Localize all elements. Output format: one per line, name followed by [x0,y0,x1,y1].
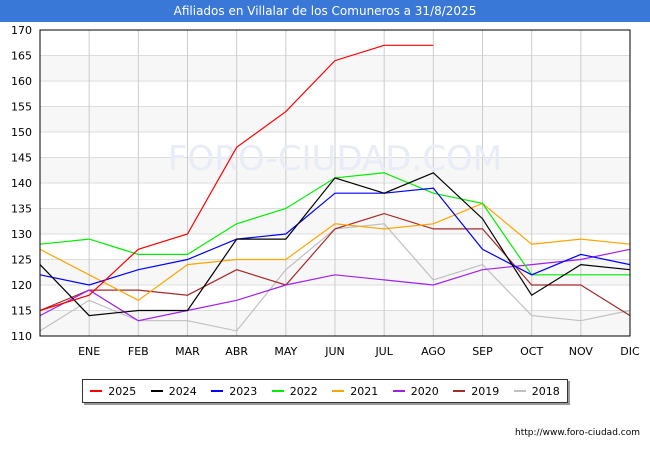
x-tick-label: MAR [175,345,200,358]
watermark: FORO-CIUDAD.COM [168,139,502,179]
legend-item-2025: 2025 [90,385,136,398]
legend-swatch [211,390,224,392]
legend-swatch [453,390,466,392]
x-tick-label: ABR [225,345,248,358]
series-line-2023 [39,187,631,286]
y-tick-label: 160 [11,75,32,88]
x-tick-label: SEP [472,345,493,358]
legend-swatch [90,390,103,392]
y-tick-label: 155 [11,101,32,114]
x-tick-label: MAY [274,345,297,358]
legend-label: 2022 [289,384,318,398]
legend-label: 2024 [168,384,197,398]
y-tick-label: 165 [11,50,32,63]
legend-label: 2019 [471,384,500,398]
legend: 2025 2024 2023 2022 2021 2020 2019 2018 [82,379,568,403]
y-tick-label: 140 [11,177,32,190]
y-tick-label: 125 [11,254,32,267]
y-tick-label: 170 [11,24,32,37]
y-tick-label: 120 [11,279,32,292]
x-tick-label: DIC [620,345,640,358]
series-line-2020 [39,248,631,322]
series-line-2019 [39,212,631,317]
series-line-2024 [39,172,631,317]
legend-label: 2018 [531,384,560,398]
y-tick-label: 110 [11,330,32,343]
series-line-2021 [39,202,631,302]
x-tick-label: JUL [374,345,393,358]
plot-border [39,29,631,337]
x-tick-label: NOV [569,345,594,358]
legend-item-2019: 2019 [453,385,499,398]
x-tick-label: FEB [128,345,149,358]
y-tick-label: 145 [11,152,32,165]
legend-item-2021: 2021 [332,385,378,398]
legend-item-2018: 2018 [513,384,560,398]
y-tick-label: 130 [11,228,32,241]
x-tick-label: ENE [78,345,100,358]
y-tick-label: 150 [11,126,32,139]
legend-swatch [513,390,526,392]
y-tick-label: 135 [11,203,32,216]
footer-url[interactable]: http://www.foro-ciudad.com [515,428,640,438]
legend-label: 2021 [350,384,379,398]
legend-item-2022: 2022 [271,384,318,398]
legend-label: 2020 [410,384,439,398]
legend-item-2020: 2020 [392,384,439,398]
legend-swatch [392,390,405,392]
legend-item-2023: 2023 [211,385,257,398]
legend-swatch [150,390,163,392]
chart-title: Afiliados en Villalar de los Comuneros a… [0,0,650,22]
legend-item-2024: 2024 [150,384,197,398]
legend-label: 2023 [229,384,258,398]
legend-swatch [332,390,345,392]
series-line-2025 [39,44,434,312]
y-tick-label: 115 [11,305,32,318]
x-tick-label: JUN [324,345,345,358]
legend-swatch [271,390,284,392]
x-tick-label: OCT [520,345,543,358]
legend-label: 2025 [108,384,137,398]
x-tick-label: AGO [421,345,446,358]
